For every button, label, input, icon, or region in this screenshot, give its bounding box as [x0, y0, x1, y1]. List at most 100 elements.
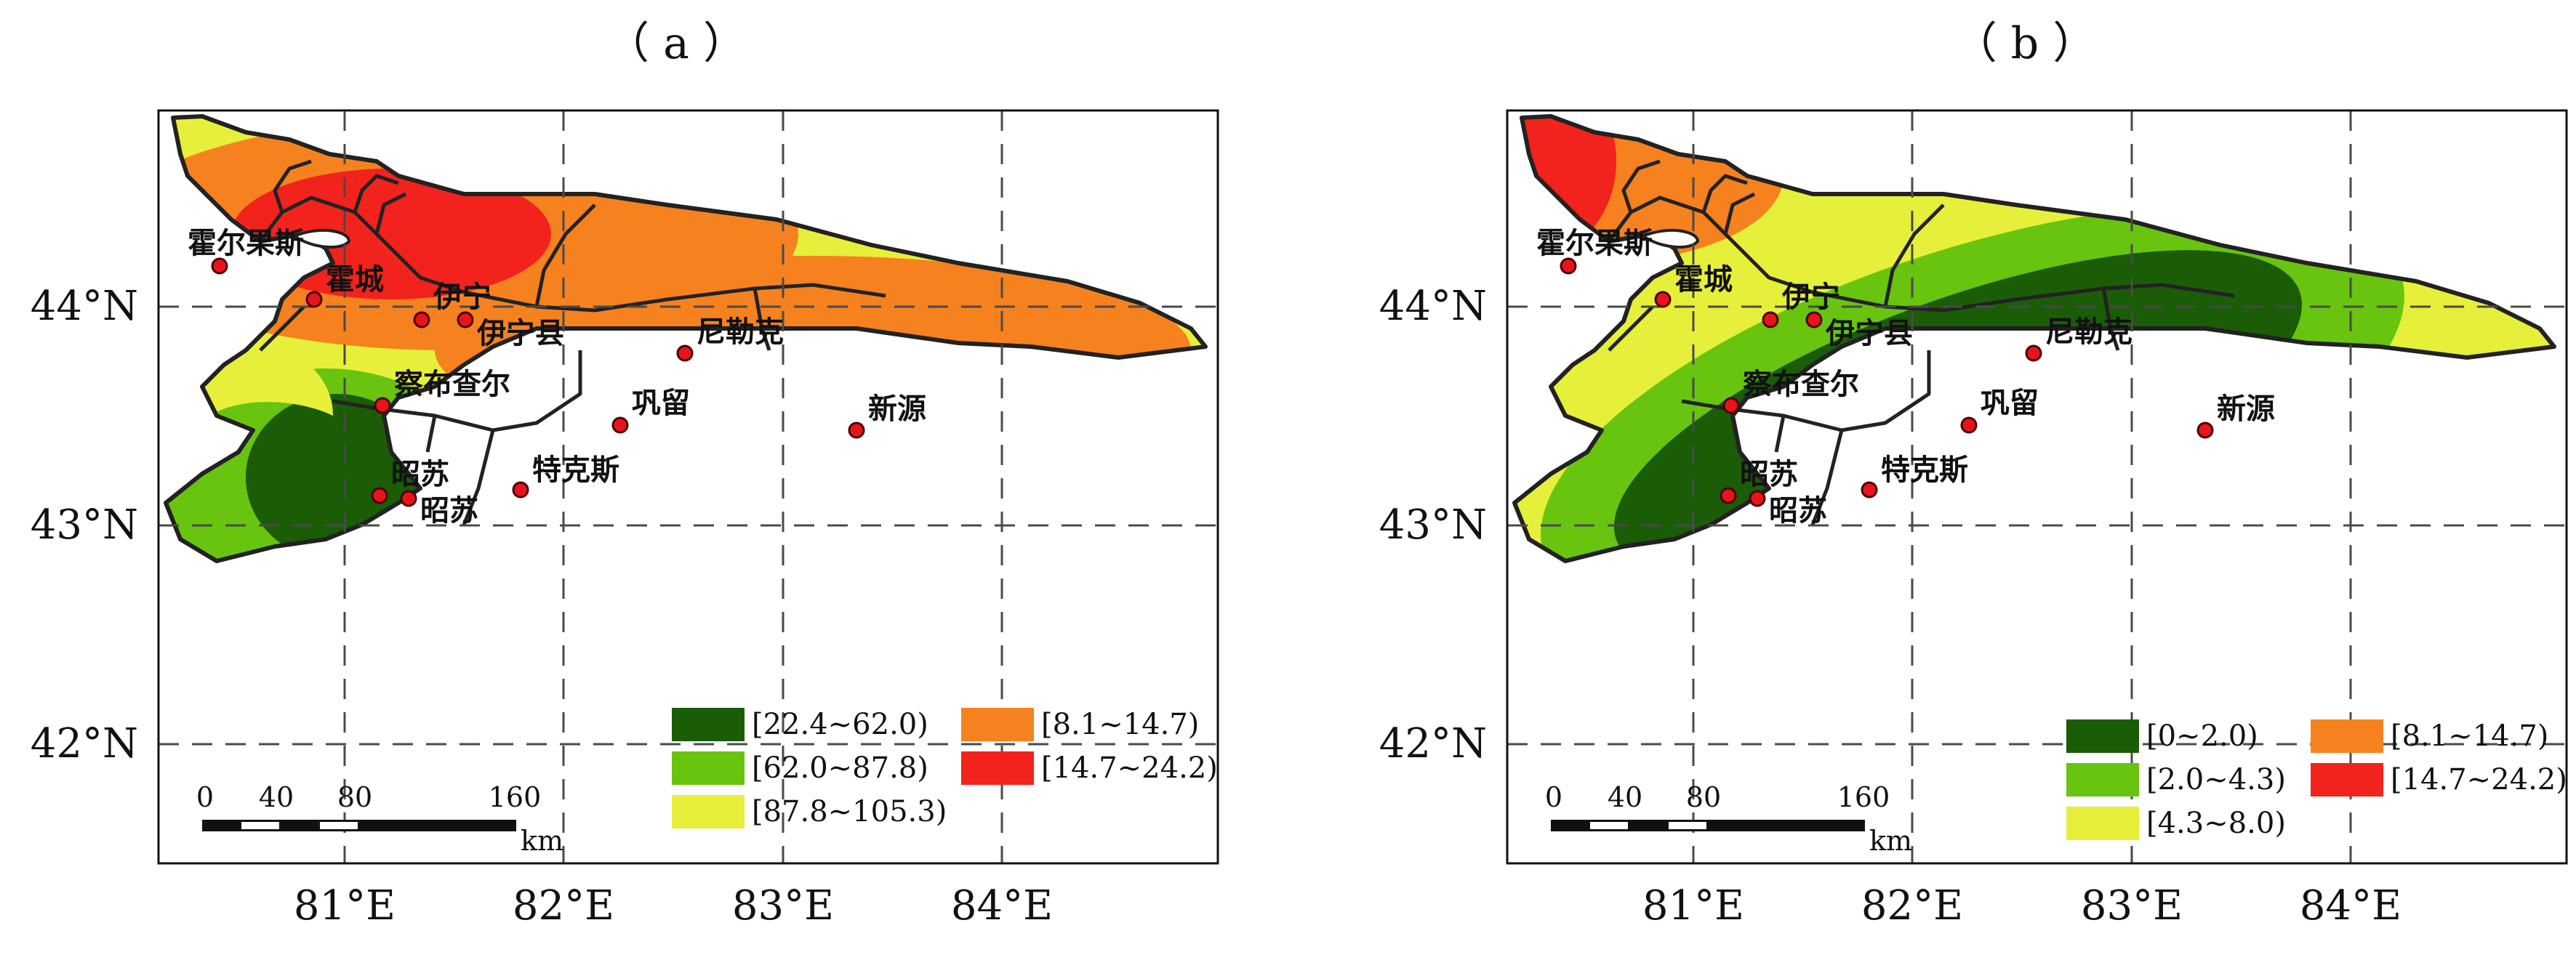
legend-label: [14.7~24.2)	[2391, 763, 2567, 796]
city-marker	[1960, 416, 1978, 434]
legend-label: [87.8~105.3)	[752, 795, 947, 828]
city-label: 尼勒克	[2045, 315, 2132, 349]
city-label: 特克斯	[532, 453, 619, 487]
panel-a-lon-82: 82°E	[513, 882, 614, 929]
city-marker	[676, 344, 694, 362]
panel-a-lat-42: 42°N	[31, 720, 138, 767]
city-label: 昭苏	[420, 493, 478, 528]
panel-b-lon-81: 81°E	[1642, 882, 1744, 929]
panel-b-lat-42: 42°N	[1379, 720, 1487, 767]
scale-tick-80: 80	[337, 781, 372, 813]
panel-a-grid	[159, 110, 1218, 863]
city-label: 霍城	[326, 262, 384, 297]
city-label: 霍城	[1674, 262, 1733, 297]
city-label: 昭苏	[1740, 457, 1798, 491]
city-marker	[1861, 481, 1878, 499]
city-marker	[1560, 257, 1577, 275]
city-label: 伊宁	[433, 280, 491, 314]
panel-b-lake	[1640, 228, 1700, 249]
panel-a-lat-44: 44°N	[31, 283, 138, 330]
panel-b-lon-83: 83°E	[2081, 882, 2183, 929]
city-marker	[305, 291, 323, 308]
panel-a-legend: [22.4~62.0) [62.0~87.8) [87.8~105.3) [8.…	[672, 708, 1218, 828]
legend-label: [8.1~14.7)	[1041, 708, 1199, 741]
panel-a-lon-labels: 81°E 82°E 83°E 84°E	[294, 882, 1053, 929]
city-marker	[371, 487, 388, 504]
panel-a-lon-84: 84°E	[951, 882, 1053, 929]
scale-bar-segment	[241, 822, 279, 829]
city-marker	[211, 257, 228, 275]
city-marker	[848, 421, 865, 439]
legend-swatch	[2066, 763, 2139, 796]
city-label: 新源	[868, 392, 926, 426]
city-marker	[2025, 344, 2042, 362]
legend-swatch	[2066, 807, 2139, 840]
city-label: 霍尔果斯	[188, 226, 304, 260]
scale-tick-160: 160	[1837, 781, 1890, 813]
city-marker	[1762, 311, 1779, 328]
legend-swatch	[2311, 763, 2383, 796]
legend-label: [0~2.0)	[2146, 719, 2258, 753]
panel-a	[100, 110, 1220, 608]
panel-b-title: （ b ）	[1954, 18, 2097, 69]
scale-tick-0: 0	[196, 781, 214, 813]
panel-a-frame	[157, 109, 1219, 865]
panel-b-lat-labels: 44°N 43°N 42°N	[1379, 283, 1487, 767]
city-marker	[457, 311, 474, 328]
city-marker	[400, 490, 417, 507]
scale-unit: km	[1869, 825, 1912, 857]
legend-swatch	[961, 751, 1034, 785]
scale-tick-40: 40	[259, 781, 294, 813]
legend-swatch	[961, 708, 1034, 741]
city-label: 巩留	[632, 386, 690, 420]
panel-b-lon-labels: 81°E 82°E 83°E 84°E	[1642, 882, 2402, 929]
city-label: 尼勒克	[697, 315, 784, 349]
city-label: 新源	[2217, 392, 2275, 426]
legend-swatch	[2066, 719, 2139, 753]
city-label: 巩留	[1981, 386, 2039, 420]
city-label: 霍尔果斯	[1536, 226, 1653, 260]
legend-swatch	[672, 795, 745, 828]
panel-b-lat-44: 44°N	[1379, 283, 1487, 330]
city-label: 特克斯	[1881, 453, 1968, 487]
city-marker	[413, 311, 430, 328]
panel-a-fill	[166, 116, 1205, 561]
city-label: 伊宁县	[1825, 316, 1913, 350]
city-marker	[374, 397, 391, 414]
scale-bar-segment	[320, 822, 358, 829]
city-label: 伊宁县	[476, 316, 564, 350]
legend-label: [2.0~4.3)	[2146, 763, 2286, 796]
legend-label: [62.0~87.8)	[752, 751, 928, 785]
scale-tick-160: 160	[489, 781, 542, 813]
legend-label: [22.4~62.0)	[752, 708, 928, 741]
city-marker	[1654, 291, 1672, 308]
panel-a-lat-43: 43°N	[31, 501, 138, 549]
legend-label: [8.1~14.7)	[2391, 719, 2548, 753]
city-marker	[1720, 487, 1737, 504]
city-label: 察布查尔	[1743, 367, 1859, 401]
panel-a-yellow-pocket	[209, 339, 333, 416]
scale-tick-80: 80	[1686, 781, 1721, 813]
scale-bar-segment	[1669, 822, 1706, 829]
panel-b-scale-bar: 0 40 80 160 km	[1545, 781, 1912, 857]
legend-swatch	[672, 751, 745, 785]
scale-tick-0: 0	[1545, 781, 1562, 813]
panel-a-cities: 霍尔果斯 霍城 伊宁 伊宁县 尼勒克 察布查尔 巩留 新源 昭苏 昭苏 特克斯	[188, 226, 926, 528]
city-marker	[2196, 421, 2214, 439]
panel-a-lake	[291, 228, 351, 249]
legend-label: [4.3~8.0)	[2146, 807, 2286, 840]
panel-a-lon-81: 81°E	[294, 882, 396, 929]
city-label: 昭苏	[1769, 493, 1827, 528]
city-label: 伊宁	[1781, 280, 1840, 314]
panel-b-grid	[1507, 110, 2567, 863]
city-marker	[512, 481, 529, 499]
city-marker	[1749, 490, 1766, 507]
panel-a-lat-labels: 44°N 43°N 42°N	[31, 283, 138, 767]
scale-bar-body	[1551, 820, 1865, 831]
city-marker	[1722, 397, 1740, 414]
panel-a-county-lines	[259, 159, 886, 525]
panel-b-red-zone	[1514, 116, 1616, 256]
panel-b-legend: [0~2.0) [2.0~4.3) [4.3~8.0) [8.1~14.7) […	[2066, 719, 2567, 840]
panel-a-title: （ a ）	[606, 18, 747, 69]
city-label: 昭苏	[391, 457, 449, 491]
